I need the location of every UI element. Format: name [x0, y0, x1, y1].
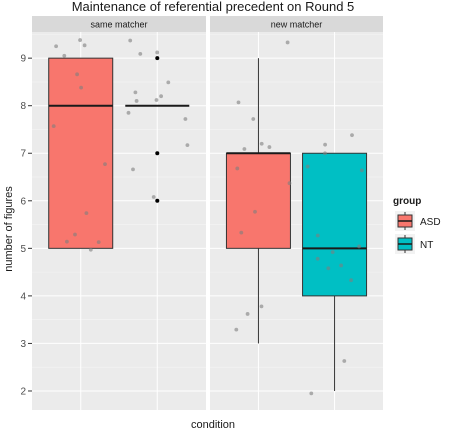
box-body [48, 57, 114, 249]
panels-layer: same matcher new matcher 2 3 4 5 6 7 8 9 [20, 16, 383, 410]
jitter-point [245, 312, 250, 316]
jitter-point [75, 72, 79, 77]
jitter-point [235, 166, 240, 171]
jitter-point [166, 80, 171, 85]
jitter-point [309, 391, 314, 396]
jitter-point [154, 98, 159, 102]
jitter-point [239, 230, 244, 235]
jitter-point [305, 164, 310, 169]
facet-strip-label: new matcher [271, 20, 323, 30]
jitter-point [82, 43, 87, 48]
legend-label: NT [420, 240, 433, 251]
jitter-point [96, 240, 101, 245]
jitter-point [79, 85, 83, 90]
box-nt [302, 152, 368, 391]
jitter-point [159, 94, 164, 99]
y-tick-label: 3 [20, 339, 26, 350]
jitter-point [267, 145, 272, 149]
legend-key-nt [397, 235, 413, 253]
y-axis: 2 3 4 5 6 7 8 9 [20, 54, 32, 397]
facet-panel-1: new matcher [210, 16, 383, 410]
jitter-point [323, 142, 327, 147]
jitter-point [315, 256, 320, 261]
jitter-point [236, 100, 241, 105]
jitter-point [151, 195, 156, 199]
jitter-point [126, 110, 131, 115]
jitter-point [339, 263, 343, 268]
facet-strip [210, 16, 383, 32]
y-tick-label: 6 [20, 196, 26, 207]
jitter-point [342, 359, 347, 363]
y-tick-label: 2 [20, 386, 26, 397]
legend-label: ASD [420, 217, 441, 228]
outlier-point [155, 198, 160, 203]
jitter-point [103, 162, 107, 167]
jitter-point [251, 117, 256, 121]
facet-strip [32, 16, 206, 32]
y-tick-label: 5 [20, 244, 26, 255]
jitter-point [234, 327, 239, 332]
facet-panel-0: same matcher [32, 16, 206, 410]
jitter-point [54, 44, 58, 49]
jitter-point [185, 143, 190, 148]
legend: group ASD NT [393, 196, 441, 254]
legend-title: group [393, 196, 421, 207]
jitter-point [242, 147, 247, 151]
jitter-point [330, 250, 335, 255]
jitter-point [359, 168, 364, 173]
jitter-point [287, 181, 292, 186]
y-axis-label: number of figures [3, 186, 15, 272]
outlier-point [155, 56, 160, 61]
legend-items: ASD NT [395, 211, 441, 254]
jitter-point [78, 38, 82, 42]
y-tick-label: 4 [20, 291, 26, 302]
jitter-point [138, 51, 143, 56]
jitter-point [323, 151, 327, 156]
jitter-point [65, 239, 69, 244]
jitter-point [259, 141, 264, 146]
chart-title: Maintenance of referential precedent on … [72, 0, 355, 14]
jitter-point [285, 40, 290, 45]
jitter-point [326, 266, 331, 271]
y-tick-label: 9 [20, 54, 26, 65]
jitter-point [315, 233, 320, 238]
legend-key-asd [397, 212, 413, 230]
box-nt [125, 56, 190, 203]
jitter-point [84, 211, 89, 216]
jitter-point [350, 133, 354, 138]
jitter-point [134, 99, 139, 103]
y-tick-label: 8 [20, 101, 26, 112]
jitter-point [73, 232, 77, 237]
jitter-point [357, 244, 361, 249]
y-tick-label: 7 [20, 149, 26, 160]
facet-strip-label: same matcher [90, 20, 147, 30]
jitter-point [155, 50, 160, 55]
jitter-point [62, 53, 67, 58]
jitter-point [88, 247, 93, 252]
jitter-point [133, 90, 138, 95]
outlier-point [155, 151, 160, 156]
jitter-point [259, 304, 264, 309]
box-asd [48, 57, 114, 249]
jitter-point [183, 117, 188, 121]
jitter-point [51, 124, 56, 129]
jitter-point [349, 278, 353, 283]
box-body [302, 152, 368, 297]
jitter-point [128, 38, 133, 43]
jitter-point [131, 167, 135, 172]
x-axis-label: condition [191, 419, 235, 431]
jitter-point [253, 209, 257, 214]
